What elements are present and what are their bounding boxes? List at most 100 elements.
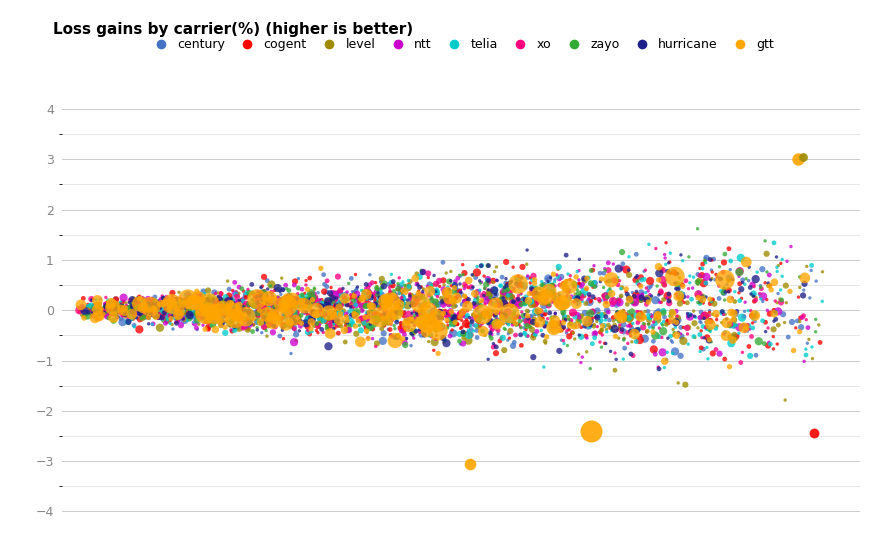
Point — [423, 312, 437, 321]
Point — [223, 302, 237, 311]
Point — [555, 310, 569, 318]
Point — [365, 302, 379, 311]
Point — [447, 297, 462, 306]
Point — [585, 283, 599, 292]
Point — [661, 299, 675, 307]
Point — [328, 323, 342, 332]
Point — [175, 300, 189, 309]
Point — [542, 288, 556, 296]
Point — [160, 313, 175, 322]
Point — [413, 299, 427, 307]
Point — [155, 297, 169, 306]
Point — [365, 324, 379, 333]
Point — [229, 293, 244, 301]
Point — [80, 309, 94, 317]
Point — [149, 302, 163, 311]
Point — [796, 285, 810, 294]
Point — [661, 259, 675, 267]
Point — [403, 296, 417, 305]
Point — [692, 313, 706, 322]
Point — [670, 269, 684, 278]
Point — [507, 338, 521, 346]
Point — [370, 290, 385, 299]
Point — [195, 307, 209, 316]
Point — [155, 309, 169, 318]
Point — [494, 311, 509, 320]
Point — [587, 278, 602, 287]
Point — [468, 293, 482, 302]
Point — [436, 276, 450, 285]
Point — [453, 288, 467, 296]
Point — [544, 283, 558, 292]
Point — [507, 315, 521, 324]
Point — [540, 277, 555, 286]
Point — [726, 315, 740, 323]
Point — [664, 316, 679, 324]
Point — [446, 311, 460, 320]
Point — [623, 321, 637, 329]
Point — [167, 309, 182, 318]
Point — [278, 318, 292, 327]
Point — [326, 317, 340, 326]
Point — [495, 295, 509, 304]
Point — [385, 282, 399, 291]
Point — [90, 308, 105, 317]
Point — [315, 328, 330, 337]
Point — [188, 298, 202, 306]
Point — [657, 357, 671, 366]
Point — [623, 312, 637, 321]
Point — [333, 309, 347, 317]
Point — [117, 309, 131, 317]
Point — [726, 309, 740, 317]
Point — [278, 281, 292, 289]
Point — [268, 307, 282, 316]
Point — [652, 298, 666, 307]
Point — [268, 302, 282, 311]
Point — [103, 304, 117, 313]
Point — [583, 315, 597, 324]
Point — [194, 294, 208, 302]
Point — [508, 300, 522, 309]
Point — [93, 299, 107, 308]
Point — [98, 309, 113, 317]
Point — [462, 460, 476, 468]
Point — [657, 281, 671, 289]
Point — [241, 309, 255, 318]
Point — [312, 309, 326, 317]
Point — [118, 304, 132, 313]
Point — [527, 276, 541, 284]
Point — [670, 313, 684, 322]
Point — [360, 309, 374, 317]
Point — [229, 291, 244, 300]
Point — [773, 285, 787, 294]
Point — [682, 278, 696, 287]
Point — [388, 313, 402, 322]
Point — [144, 302, 158, 311]
Point — [797, 357, 811, 366]
Point — [270, 312, 284, 321]
Point — [650, 262, 664, 271]
Point — [419, 328, 433, 337]
Point — [573, 282, 587, 291]
Point — [259, 298, 273, 306]
Point — [127, 294, 141, 303]
Point — [665, 330, 680, 339]
Point — [186, 297, 200, 306]
Point — [74, 311, 89, 320]
Point — [508, 306, 522, 315]
Point — [374, 283, 388, 292]
Point — [518, 326, 532, 334]
Point — [458, 320, 472, 328]
Point — [517, 283, 532, 292]
Point — [487, 299, 501, 308]
Point — [424, 309, 438, 318]
Point — [480, 355, 494, 363]
Point — [717, 250, 731, 259]
Point — [638, 266, 652, 274]
Point — [116, 297, 130, 306]
Point — [222, 291, 236, 300]
Point — [439, 312, 454, 321]
Point — [545, 288, 559, 297]
Point — [181, 299, 195, 308]
Point — [448, 294, 462, 302]
